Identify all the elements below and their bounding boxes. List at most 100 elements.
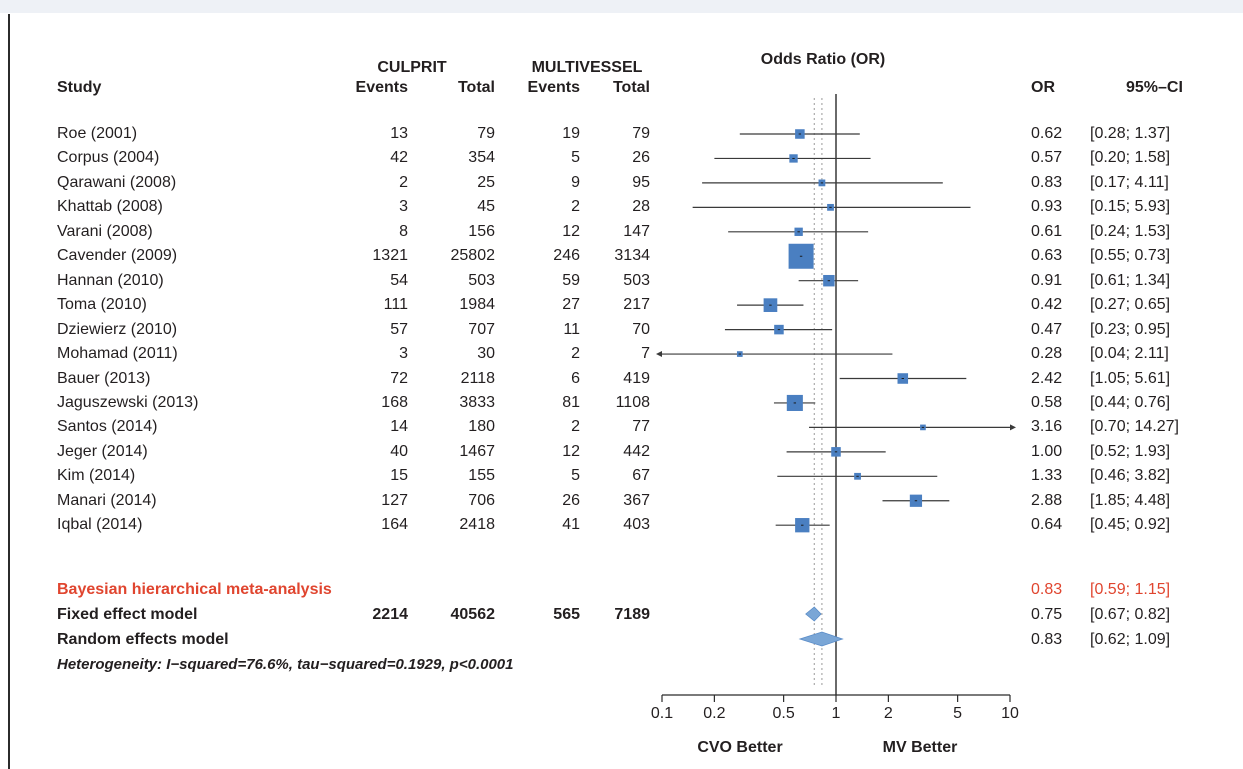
study-ci: [0.20; 1.58] xyxy=(1090,149,1171,167)
study-name: Mohamad (2011) xyxy=(57,345,178,363)
fixed-effect-diamond xyxy=(805,606,822,622)
study-or: 0.28 xyxy=(1031,345,1063,363)
fixed-e1: 2214 xyxy=(372,606,408,623)
header-multivessel: MULTIVESSEL xyxy=(531,59,643,76)
study-events2: 246 xyxy=(553,247,580,265)
ci-arrow-left xyxy=(656,351,662,358)
study-name: Hannan (2010) xyxy=(57,271,164,289)
study-or: 1.00 xyxy=(1031,442,1063,460)
study-name: Roe (2001) xyxy=(57,125,138,142)
study-events2: 5 xyxy=(571,467,580,485)
study-events2: 6 xyxy=(571,369,580,387)
x-tick-label: 2 xyxy=(884,705,893,722)
study-total1: 2418 xyxy=(459,516,495,534)
study-events1: 2 xyxy=(399,173,408,191)
study-ci: [0.55; 0.73] xyxy=(1090,247,1171,265)
study-total1: 156 xyxy=(468,222,495,240)
study-events1: 8 xyxy=(399,222,408,240)
study-ci: [0.46; 3.82] xyxy=(1090,467,1171,485)
header-events1: Events xyxy=(355,79,408,96)
header-study: Study xyxy=(57,79,102,96)
study-or: 2.88 xyxy=(1031,491,1063,509)
study-total2: 503 xyxy=(623,271,650,289)
study-total1: 30 xyxy=(477,345,495,363)
study-events1: 14 xyxy=(390,418,408,436)
study-total2: 7 xyxy=(641,345,650,363)
study-name: Varani (2008) xyxy=(57,222,153,240)
ci-arrow-right xyxy=(1010,424,1016,431)
study-name: Iqbal (2014) xyxy=(57,516,143,534)
study-total2: 1108 xyxy=(615,393,650,411)
study-or: 0.91 xyxy=(1031,271,1063,289)
fixed-t1: 40562 xyxy=(450,606,496,623)
study-total2: 3134 xyxy=(614,247,650,265)
x-tick-label: 1 xyxy=(832,705,841,722)
fixed-or: 0.75 xyxy=(1031,606,1063,623)
bayesian-or: 0.83 xyxy=(1031,581,1063,598)
header-events2: Events xyxy=(527,79,580,96)
study-events1: 168 xyxy=(381,393,408,411)
study-total2: 77 xyxy=(632,418,650,436)
study-name: Jeger (2014) xyxy=(57,442,148,460)
study-events2: 11 xyxy=(563,320,580,338)
study-ci: [0.23; 0.95] xyxy=(1090,320,1171,338)
study-events1: 127 xyxy=(381,491,408,509)
study-total2: 403 xyxy=(623,516,650,534)
study-ci: [0.45; 0.92] xyxy=(1090,516,1171,534)
study-events1: 111 xyxy=(383,296,408,314)
study-events2: 26 xyxy=(562,491,580,509)
fixed-e2: 565 xyxy=(553,606,580,623)
study-events2: 5 xyxy=(571,149,580,167)
mv-better-label: MV Better xyxy=(882,739,958,756)
study-or: 3.16 xyxy=(1031,418,1063,436)
study-or: 0.62 xyxy=(1031,125,1063,142)
x-tick-label: 5 xyxy=(953,705,962,722)
study-name: Toma (2010) xyxy=(57,296,147,314)
x-tick-label: 0.2 xyxy=(703,705,725,722)
study-events1: 40 xyxy=(390,442,408,460)
study-name: Corpus (2004) xyxy=(57,149,160,167)
study-events1: 72 xyxy=(390,369,408,387)
study-name: Khattab (2008) xyxy=(57,198,163,216)
study-name: Dziewierz (2010) xyxy=(57,320,178,338)
random-effects-diamond xyxy=(798,631,844,647)
study-ci: [0.04; 2.11] xyxy=(1090,345,1169,363)
study-name: Cavender (2009) xyxy=(57,247,178,265)
study-total1: 25802 xyxy=(450,247,496,265)
header-total2: Total xyxy=(612,79,650,96)
study-events1: 57 xyxy=(390,320,408,338)
header-ci: 95%–CI xyxy=(1126,79,1183,96)
study-events1: 164 xyxy=(381,516,408,534)
study-total1: 1467 xyxy=(459,442,495,460)
study-name: Kim (2014) xyxy=(57,467,136,485)
study-events2: 27 xyxy=(562,296,580,314)
study-or: 1.33 xyxy=(1031,467,1063,485)
study-events2: 81 xyxy=(562,393,580,411)
study-or: 0.63 xyxy=(1031,247,1063,265)
x-tick-label: 10 xyxy=(1001,705,1019,722)
study-events1: 42 xyxy=(390,149,408,167)
study-events2: 2 xyxy=(571,345,580,363)
study-total1: 707 xyxy=(468,320,495,338)
study-ci: [0.27; 0.65] xyxy=(1090,296,1171,314)
study-ci: [1.05; 5.61] xyxy=(1090,369,1171,387)
top-band xyxy=(0,0,1243,13)
study-name: Manari (2014) xyxy=(57,491,157,509)
study-total1: 45 xyxy=(477,198,495,216)
study-or: 0.42 xyxy=(1031,296,1063,314)
study-total1: 3833 xyxy=(459,393,495,411)
study-or: 0.57 xyxy=(1031,149,1063,167)
study-events1: 54 xyxy=(390,271,408,289)
fixed-ci: [0.67; 0.82] xyxy=(1090,606,1171,623)
study-or: 0.58 xyxy=(1031,393,1063,411)
study-or: 0.64 xyxy=(1031,516,1063,534)
study-or: 0.47 xyxy=(1031,320,1063,338)
study-total1: 503 xyxy=(468,271,495,289)
study-events1: 15 xyxy=(390,467,408,485)
study-name: Bauer (2013) xyxy=(57,369,151,387)
study-events1: 3 xyxy=(399,345,408,363)
bayesian-label: Bayesian hierarchical meta-analysis xyxy=(57,581,332,598)
header-or: OR xyxy=(1031,79,1055,96)
random-or: 0.83 xyxy=(1031,631,1063,648)
